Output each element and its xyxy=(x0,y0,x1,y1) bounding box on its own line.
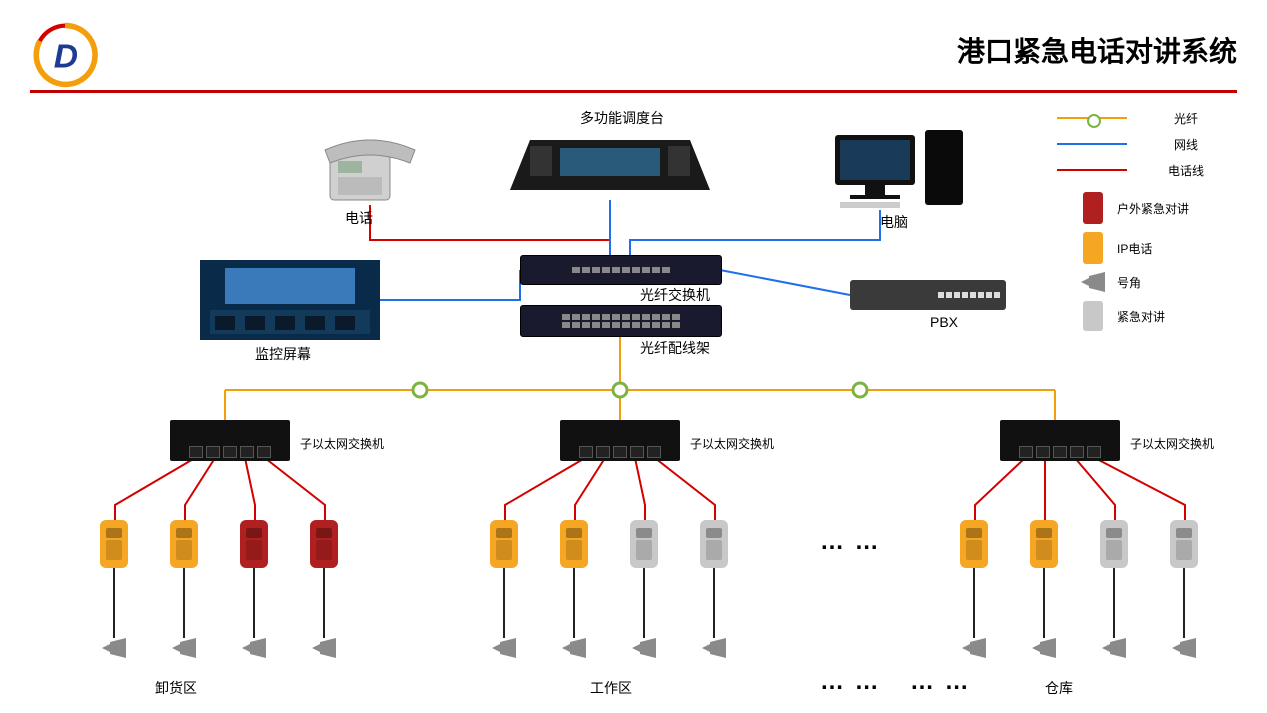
outdoor-intercom xyxy=(240,520,268,568)
pole xyxy=(713,568,715,638)
patch-panel xyxy=(520,305,722,337)
fiber-switch-label: 光纤交换机 xyxy=(640,285,710,305)
horn-icon xyxy=(630,638,658,658)
console-icon xyxy=(500,130,720,200)
pbx-label: PBX xyxy=(930,314,958,330)
console-title: 多功能调度台 xyxy=(580,108,664,128)
sub-switch-2 xyxy=(560,420,680,461)
pole xyxy=(973,568,975,638)
legend-phone: 电话线 xyxy=(1135,162,1237,179)
logo: D xyxy=(30,20,100,90)
pole xyxy=(1113,568,1115,638)
outdoor-intercom xyxy=(310,520,338,568)
svg-text:D: D xyxy=(54,39,78,76)
legend-outdoor: 户外紧急对讲 xyxy=(1117,200,1237,217)
horn-icon xyxy=(1100,638,1128,658)
pole xyxy=(323,568,325,638)
pole xyxy=(573,568,575,638)
legend: 光纤 网线 电话线 户外紧急对讲 IP电话 号角 紧急对讲 xyxy=(1057,105,1237,329)
monitor-icon xyxy=(200,260,380,340)
horn-icon xyxy=(490,638,518,658)
horn-icon xyxy=(700,638,728,658)
pole xyxy=(503,568,505,638)
ip-phone xyxy=(490,520,518,568)
legend-horn: 号角 xyxy=(1117,274,1237,291)
pole xyxy=(183,568,185,638)
horn-icon xyxy=(960,638,988,658)
pole xyxy=(253,568,255,638)
horn-icon xyxy=(310,638,338,658)
ellipsis: … … xyxy=(910,668,971,696)
zone-3-label: 仓库 xyxy=(1045,678,1073,698)
intercom xyxy=(630,520,658,568)
telephone-label: 电话 xyxy=(345,208,373,228)
telephone-icon xyxy=(320,135,420,205)
pc-icon xyxy=(830,130,970,210)
ellipsis: … … xyxy=(820,528,881,556)
horn-icon xyxy=(1170,638,1198,658)
sub-switch-2-label: 子以太网交换机 xyxy=(690,435,774,452)
pbx xyxy=(850,280,1006,310)
horn-icon xyxy=(170,638,198,658)
intercom xyxy=(700,520,728,568)
legend-intercom: 紧急对讲 xyxy=(1117,308,1237,325)
pole xyxy=(1183,568,1185,638)
sub-switch-1-label: 子以太网交换机 xyxy=(300,435,384,452)
title-divider xyxy=(30,90,1237,93)
ip-phone xyxy=(960,520,988,568)
ellipsis: … … xyxy=(820,668,881,696)
sub-switch-1 xyxy=(170,420,290,461)
intercom xyxy=(1170,520,1198,568)
zone-1-label: 卸货区 xyxy=(155,678,197,698)
sub-switch-3 xyxy=(1000,420,1120,461)
ip-phone xyxy=(1030,520,1058,568)
pole xyxy=(1043,568,1045,638)
ip-phone xyxy=(560,520,588,568)
legend-fiber: 光纤 xyxy=(1135,110,1237,127)
intercom xyxy=(1100,520,1128,568)
horn-icon xyxy=(240,638,268,658)
horn-icon xyxy=(560,638,588,658)
pc-label: 电脑 xyxy=(880,212,908,232)
fiber-switch xyxy=(520,255,722,285)
pole xyxy=(643,568,645,638)
page-title: 港口紧急电话对讲系统 xyxy=(957,30,1237,70)
horn-icon xyxy=(1030,638,1058,658)
zone-2-label: 工作区 xyxy=(590,678,632,698)
legend-ip: IP电话 xyxy=(1117,240,1237,257)
ip-phone xyxy=(100,520,128,568)
legend-ethernet: 网线 xyxy=(1135,136,1237,153)
patch-label: 光纤配线架 xyxy=(640,338,710,358)
monitor-label: 监控屏幕 xyxy=(255,344,311,364)
sub-switch-3-label: 子以太网交换机 xyxy=(1130,435,1214,452)
pole xyxy=(113,568,115,638)
horn-icon xyxy=(100,638,128,658)
ip-phone xyxy=(170,520,198,568)
